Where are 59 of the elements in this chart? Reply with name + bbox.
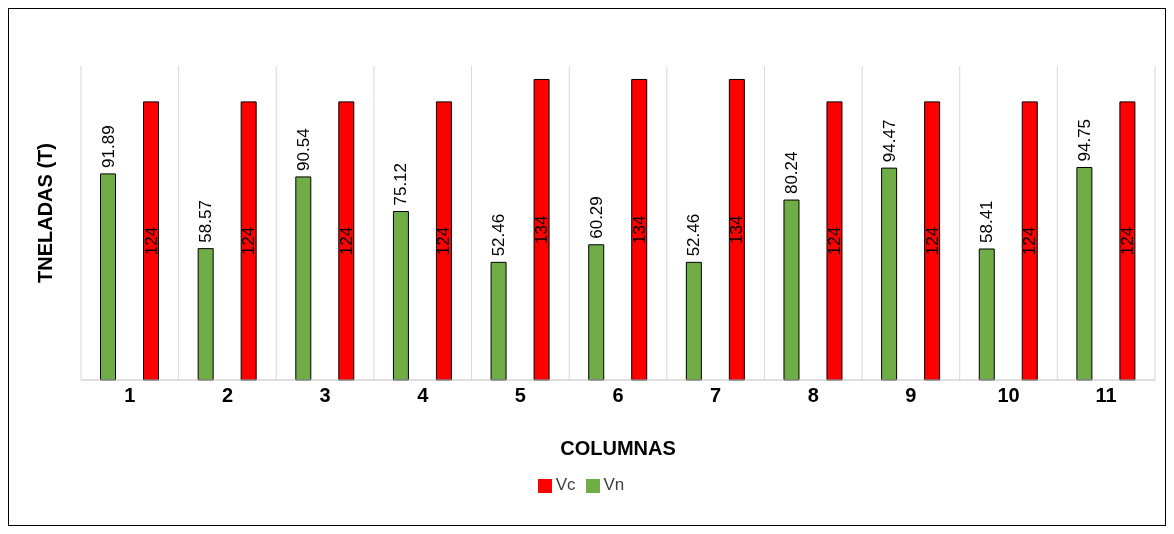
data-label: 124	[239, 226, 259, 256]
data-label: 58.41	[977, 200, 997, 243]
x-tick-label: 9	[905, 384, 917, 407]
legend-label: Vc	[555, 475, 576, 494]
bar	[392, 211, 409, 381]
data-label: 80.24	[781, 151, 801, 195]
data-label: 52.46	[684, 213, 704, 257]
bar	[100, 173, 117, 381]
bar	[533, 78, 550, 381]
x-tick-label: 6	[612, 384, 624, 407]
bar	[924, 101, 941, 381]
bar	[295, 176, 312, 381]
data-label: 52.46	[489, 213, 509, 257]
bar	[197, 248, 214, 381]
x-tick-label: 5	[514, 384, 526, 407]
bar	[685, 261, 702, 381]
bar	[1021, 101, 1038, 381]
data-label: 124	[824, 226, 844, 256]
data-label: 91.89	[98, 125, 118, 168]
data-label: 94.47	[879, 119, 899, 163]
x-tick-label: 2	[221, 384, 234, 407]
x-tick-label: 8	[807, 384, 819, 407]
bar	[338, 101, 355, 381]
data-label: 124	[922, 226, 942, 256]
bar	[783, 199, 800, 381]
data-label: 58.57	[196, 200, 216, 243]
data-label: 134	[629, 215, 649, 244]
bar	[490, 261, 507, 381]
x-tick-label: 10	[997, 384, 1020, 407]
x-tick-label: 7	[710, 384, 722, 407]
data-label: 134	[727, 215, 747, 244]
bar	[143, 101, 160, 381]
bar	[240, 101, 257, 381]
bar	[826, 101, 843, 381]
data-label: 75.12	[391, 162, 411, 206]
x-axis-title: COLUMNAS	[560, 437, 676, 459]
bar	[1119, 101, 1136, 381]
bar	[435, 101, 452, 381]
bar	[728, 78, 745, 381]
data-label: 124	[336, 226, 356, 256]
x-tick-label: 1	[124, 384, 136, 407]
data-label: 124	[141, 226, 161, 256]
x-tick-label: 4	[417, 384, 430, 407]
bar	[1076, 166, 1093, 381]
x-tick-label: 11	[1095, 384, 1117, 407]
x-tick-label: 3	[319, 384, 331, 407]
data-label: 124	[1117, 226, 1137, 256]
data-label: 124	[1020, 226, 1040, 256]
bar	[588, 244, 605, 381]
data-label: 90.54	[293, 128, 313, 171]
data-label: 94.75	[1074, 118, 1094, 162]
bar	[631, 78, 648, 381]
data-label: 124	[434, 226, 454, 256]
bar	[978, 248, 995, 381]
legend-label: Vn	[603, 475, 625, 494]
y-axis-title: TNELADAS (T)	[34, 143, 57, 283]
bar	[881, 167, 898, 381]
data-label: 134	[532, 215, 552, 244]
data-label: 60.29	[586, 196, 606, 239]
